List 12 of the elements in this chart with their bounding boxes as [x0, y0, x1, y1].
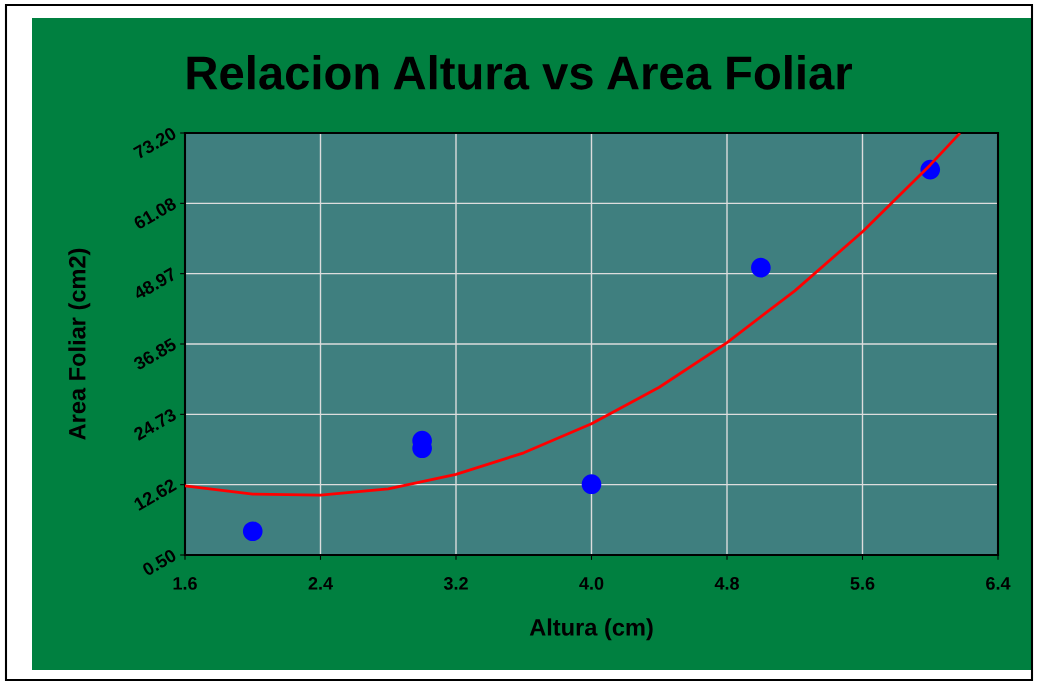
y-tick-label: 0.50 — [141, 548, 178, 577]
x-axis-title: Altura (cm) — [529, 618, 653, 641]
x-tick-label: 2.4 — [308, 577, 333, 590]
chart-title: Relacion Altura vs Area Foliar — [187, 54, 852, 90]
x-tick-label: 1.6 — [173, 577, 197, 590]
x-tick-label: 6.4 — [986, 577, 1011, 590]
x-tick-label: 4.0 — [579, 577, 604, 590]
y-axis-title: Area Foliar (cm2) — [68, 248, 91, 440]
x-tick-label: 5.6 — [850, 577, 875, 590]
x-tick-label: 4.8 — [714, 577, 739, 590]
x-tick-label: 3.2 — [443, 577, 468, 590]
y-tick-label: 73.20 — [132, 126, 178, 160]
